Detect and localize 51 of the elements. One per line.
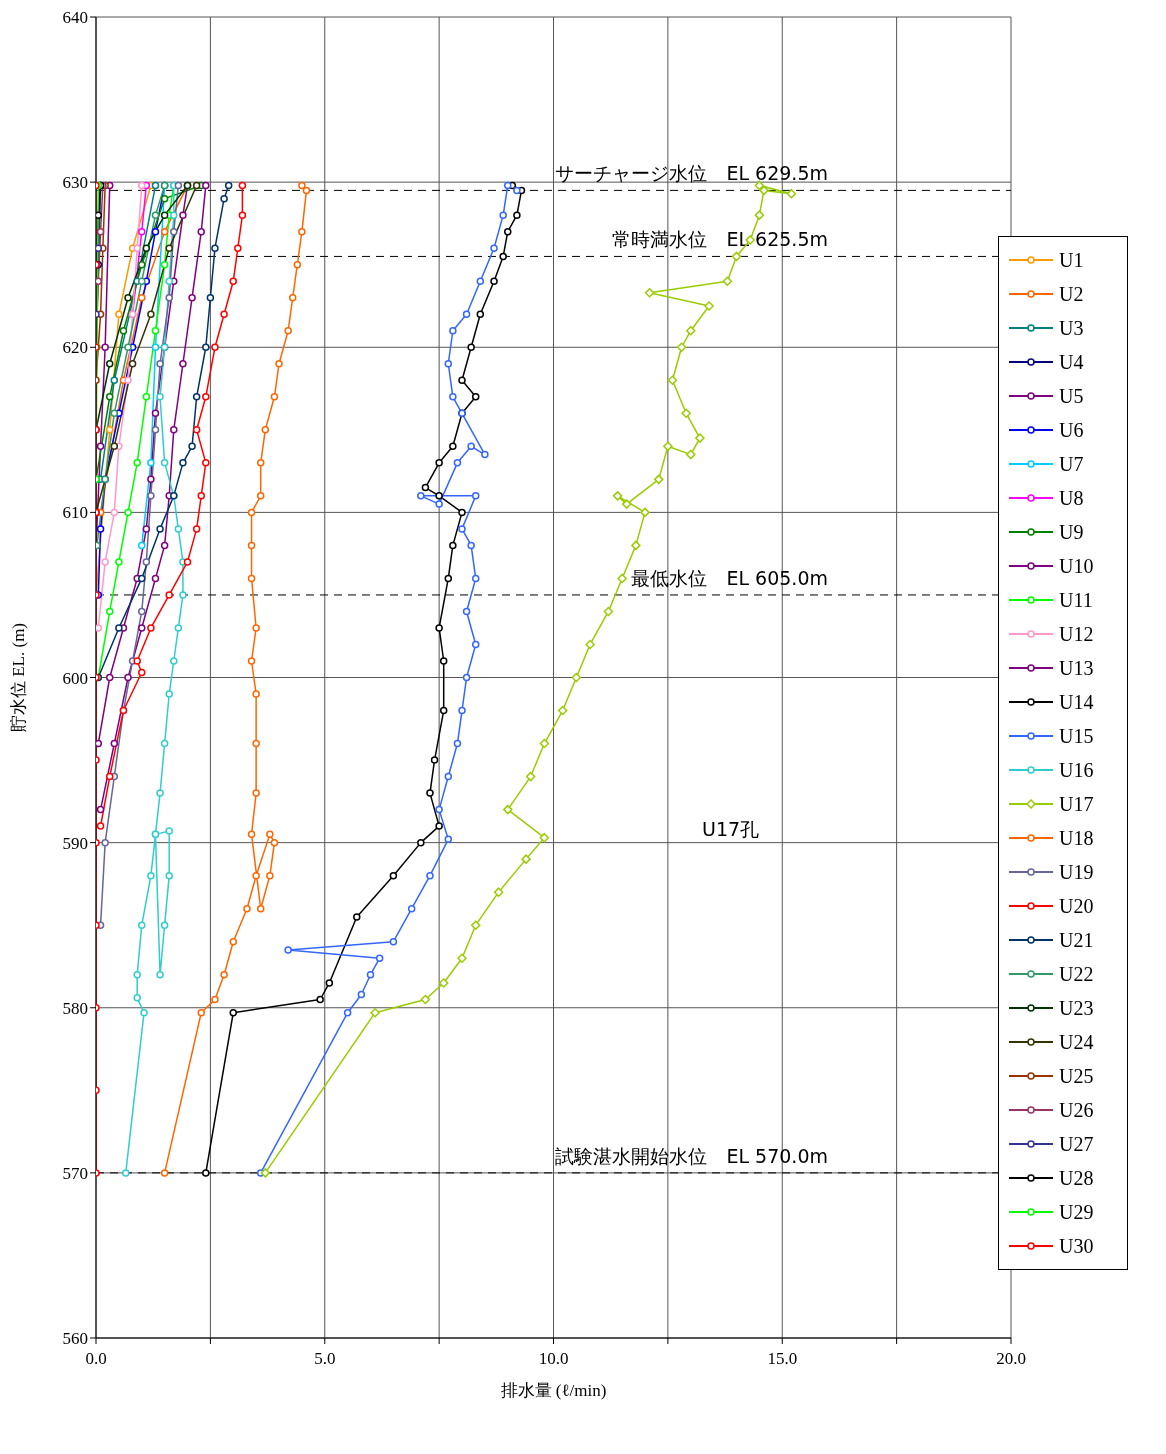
x-tick-label: 5.0 (314, 1349, 336, 1369)
legend-label: U4 (1059, 350, 1084, 374)
legend-label: U24 (1059, 1030, 1094, 1054)
legend-label: U13 (1059, 656, 1094, 680)
legend-label: U10 (1059, 554, 1094, 578)
legend-label: U18 (1059, 826, 1094, 850)
x-tick-label: 10.0 (538, 1349, 569, 1369)
legend-label: U20 (1059, 894, 1094, 918)
legend-label: U25 (1059, 1064, 1094, 1088)
y-tick-label: 580 (62, 998, 88, 1018)
legend-label: U7 (1059, 452, 1084, 476)
legend-label: U22 (1059, 962, 1094, 986)
y-axis-title: 貯水位 EL. (m) (9, 622, 29, 733)
legend-label: U26 (1059, 1098, 1094, 1122)
ref-line-label: 常時満水位 EL 625.5m (612, 228, 828, 251)
ref-line-label: 試験湛水開始水位 EL 570.0m (555, 1144, 828, 1167)
legend-label: U17 (1059, 792, 1094, 816)
x-tick-label: 20.0 (996, 1349, 1026, 1369)
legend-label: U28 (1059, 1166, 1094, 1190)
legend-label: U30 (1059, 1234, 1094, 1258)
legend-label: U1 (1059, 248, 1084, 272)
y-tick-label: 630 (62, 173, 88, 193)
y-tick-label: 620 (62, 338, 88, 358)
x-tick-label: 15.0 (767, 1349, 798, 1369)
y-tick-label: 590 (62, 833, 88, 853)
legend-label: U5 (1059, 384, 1084, 408)
legend-label: U14 (1059, 690, 1094, 714)
y-tick-label: 570 (62, 1163, 88, 1183)
legend-label: U11 (1059, 588, 1093, 612)
legend-label: U21 (1059, 928, 1094, 952)
ref-line-label: サーチャージ水位 EL 629.5m (555, 162, 828, 185)
y-tick-label: 560 (62, 1329, 88, 1349)
legend-label: U23 (1059, 996, 1094, 1020)
ref-line-label: 最低水位 EL 605.0m (631, 566, 828, 589)
legend-label: U27 (1059, 1132, 1094, 1156)
legend-label: U8 (1059, 486, 1084, 510)
legend-label: U15 (1059, 724, 1094, 748)
legend-label: U19 (1059, 860, 1094, 884)
y-tick-label: 600 (62, 668, 88, 688)
x-axis-title: 排水量 (ℓ/min) (500, 1381, 607, 1400)
legend-label: U29 (1059, 1200, 1094, 1224)
annotation: U17孔 (702, 818, 760, 840)
y-tick-label: 610 (62, 503, 88, 523)
y-tick-label: 640 (62, 8, 88, 28)
legend-label: U12 (1059, 622, 1094, 646)
legend-label: U2 (1059, 282, 1084, 306)
legend-label: U16 (1059, 758, 1094, 782)
x-tick-label: 0.0 (85, 1349, 107, 1369)
legend-label: U9 (1059, 520, 1084, 544)
legend-label: U6 (1059, 418, 1084, 442)
legend-label: U3 (1059, 316, 1084, 340)
